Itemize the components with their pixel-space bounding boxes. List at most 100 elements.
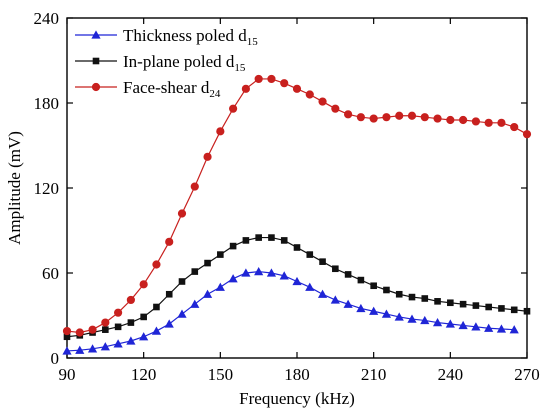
- data-point-square: [229, 242, 237, 250]
- series-circle: [62, 74, 532, 337]
- data-point-square: [447, 299, 454, 307]
- data-point-square: [370, 282, 377, 290]
- legend-subscript: 15: [234, 62, 246, 74]
- y-tick-label: 180: [34, 94, 60, 113]
- data-point-circle: [318, 97, 327, 106]
- legend-entry: Thickness poled d15: [123, 26, 258, 48]
- data-point-square: [357, 276, 365, 284]
- data-point-square: [421, 295, 429, 302]
- data-point-triangle: [330, 295, 340, 304]
- data-point-square: [319, 258, 326, 265]
- data-point-circle: [471, 117, 480, 126]
- data-point-circle: [126, 295, 135, 305]
- data-point-square: [306, 251, 314, 258]
- data-point-triangle: [87, 344, 98, 353]
- x-tick-label: 270: [514, 365, 540, 384]
- data-point-circle: [459, 115, 468, 125]
- data-point-triangle: [164, 319, 174, 328]
- data-point-triangle: [432, 317, 443, 327]
- data-point-circle: [510, 122, 519, 132]
- data-point-circle: [88, 325, 97, 334]
- data-point-triangle: [139, 332, 149, 341]
- x-tick-label: 150: [208, 365, 234, 384]
- data-point-triangle: [356, 303, 366, 313]
- data-point-triangle: [445, 319, 455, 328]
- data-point-circle: [152, 260, 161, 269]
- data-point-triangle: [496, 324, 507, 333]
- data-point-square: [472, 302, 480, 309]
- data-point-triangle: [177, 309, 187, 318]
- data-point-circle: [241, 84, 250, 93]
- data-point-triangle: [381, 309, 392, 318]
- data-point-triangle: [484, 323, 494, 332]
- data-point-square: [242, 237, 250, 244]
- data-point-square: [332, 265, 339, 273]
- data-point-triangle: [509, 325, 519, 334]
- data-point-square: [178, 278, 186, 285]
- data-point-circle: [62, 326, 72, 336]
- data-point-circle: [305, 90, 314, 99]
- legend-entry: Face-shear d24: [123, 78, 221, 100]
- data-point-circle: [407, 111, 417, 120]
- data-point-square: [63, 333, 71, 341]
- y-tick-label: 0: [51, 349, 60, 368]
- data-point-circle: [369, 114, 378, 123]
- data-point-circle: [382, 113, 391, 122]
- y-tick-label: 240: [34, 9, 60, 28]
- data-point-circle: [75, 328, 84, 337]
- x-tick-label: 90: [59, 365, 76, 384]
- data-point-square: [523, 307, 531, 315]
- data-point-square: [204, 259, 211, 267]
- data-point-square: [344, 271, 352, 278]
- data-point-circle: [139, 280, 148, 289]
- data-point-circle: [331, 104, 340, 113]
- legend-label: Thickness poled d: [123, 26, 247, 45]
- data-point-triangle: [369, 306, 379, 315]
- data-point-circle: [522, 130, 532, 139]
- data-point-square: [191, 268, 199, 275]
- series-triangle: [62, 266, 519, 355]
- data-point-circle: [254, 74, 263, 84]
- data-point-circle: [433, 114, 442, 123]
- data-point-circle: [280, 79, 289, 88]
- data-point-square: [434, 298, 441, 305]
- data-point-circle: [229, 104, 238, 113]
- data-point-triangle: [113, 339, 123, 348]
- y-tick-label: 120: [34, 179, 60, 198]
- y-axis-label: Amplitude (mV): [5, 131, 24, 245]
- x-axis-label: Frequency (kHz): [239, 389, 355, 408]
- data-point-triangle: [62, 346, 72, 355]
- data-point-circle: [420, 113, 429, 122]
- data-point-triangle: [279, 271, 289, 280]
- series-line: [66, 270, 515, 352]
- data-point-square: [140, 313, 147, 321]
- x-tick-label: 210: [361, 365, 387, 384]
- data-point-triangle: [254, 266, 264, 276]
- data-point-square: [255, 234, 262, 241]
- data-point-triangle: [75, 345, 85, 354]
- data-point-square: [459, 300, 467, 308]
- data-point-circle: [203, 152, 212, 161]
- x-tick-label: 240: [438, 365, 464, 384]
- data-point-triangle: [317, 289, 328, 298]
- series-line: [66, 236, 528, 338]
- data-point-circle: [356, 113, 365, 122]
- data-point-square: [395, 290, 403, 298]
- data-point-circle: [446, 115, 455, 125]
- data-point-circle: [114, 308, 123, 317]
- data-point-triangle: [228, 274, 238, 283]
- data-point-circle: [497, 118, 506, 127]
- data-point-triangle: [471, 322, 481, 331]
- data-point-triangle: [241, 268, 251, 277]
- data-point-triangle: [100, 342, 110, 351]
- data-point-circle: [344, 110, 353, 119]
- legend-entry: In-plane poled d15: [123, 52, 246, 74]
- axis-ticks: 90 120 150 180 210 240 270 0 60 120 180 240: [34, 9, 540, 384]
- legend-subscript: 24: [209, 88, 221, 100]
- series-line: [66, 78, 528, 334]
- data-point-triangle: [420, 315, 430, 325]
- series-layer: [62, 74, 532, 355]
- data-point-square: [510, 306, 518, 314]
- data-point-circle: [190, 182, 199, 191]
